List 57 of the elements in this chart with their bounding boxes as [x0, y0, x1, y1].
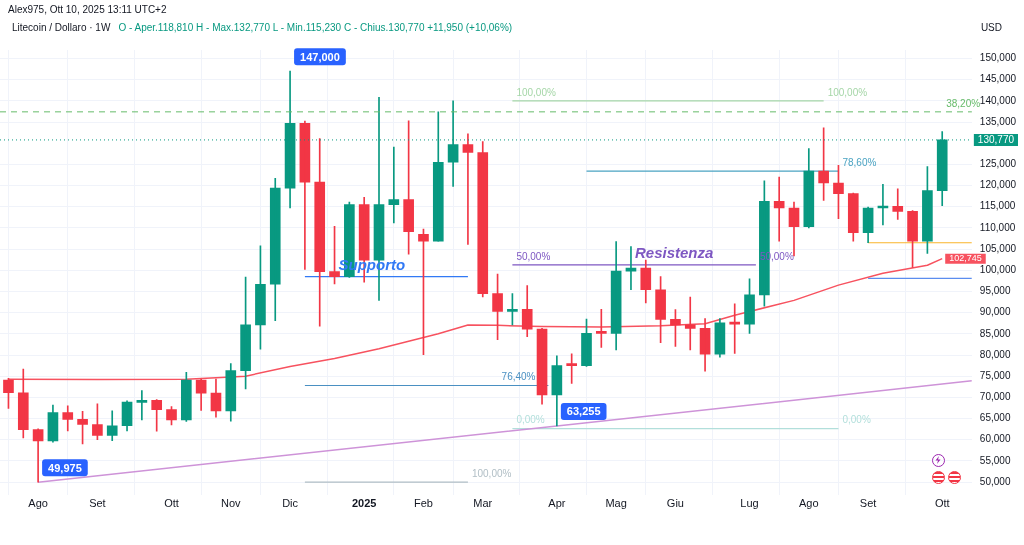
annotation: 0,00% [516, 414, 545, 426]
x-tick-label: Lug [740, 497, 759, 510]
x-tick-label: Apr [548, 497, 566, 510]
x-tick-label: Feb [413, 497, 433, 510]
x-tick-label: Set [859, 497, 877, 510]
y-tick-label: 70,000 [979, 391, 1011, 403]
annotation: 147,000 [300, 50, 340, 63]
annotation: 102,745 [949, 253, 982, 264]
x-tick-label: 2025 [351, 497, 377, 510]
x-tick-label: Ago [28, 497, 48, 510]
chart-title: Litecoin / Dollaro · 1W [12, 22, 111, 33]
x-tick-label: Giu [666, 497, 684, 510]
annotation: 0,00% [842, 414, 871, 426]
candlestick [566, 353, 578, 384]
x-tick-label: Mag [605, 497, 627, 510]
y-tick-label: 110,000 [979, 221, 1016, 233]
candlestick [595, 308, 607, 348]
y-tick-label: 80,000 [979, 348, 1011, 360]
annotation: 100,00% [471, 467, 512, 479]
text: Alex975, Ott 10, 2025 13:11 UTC+2 [8, 4, 167, 15]
x-tick-label: Nov [221, 497, 242, 510]
y-tick-label: 105,000 [979, 242, 1017, 254]
x-tick-label: Dic [282, 497, 299, 510]
x-tick-label: Set [89, 497, 106, 510]
y-tick-label: 75,000 [979, 369, 1011, 381]
y-tick-label: 95,000 [979, 285, 1011, 297]
y-tick-label: 115,000 [979, 200, 1016, 212]
y-tick-label: 90,000 [979, 306, 1011, 318]
y-tick-label: 55,000 [979, 454, 1011, 466]
x-tick-label: Ott [934, 497, 950, 510]
x-tick-label: Ago [799, 497, 819, 510]
y-axis-title: USD [980, 22, 1002, 33]
annotation: 50,00% [516, 250, 551, 262]
annotation: 100,00% [516, 86, 556, 98]
x-tick-label: Mar [473, 497, 493, 510]
y-tick-label: 140,000 [979, 94, 1017, 106]
chart-subtitle: O - Aper.118,810 H - Max.132,770 L - Min.115,230 C - Chius.130,770 +11,950 (+10,06%) [118, 22, 513, 33]
annotation: 76,40% [501, 371, 536, 383]
y-tick-label: 85,000 [979, 327, 1011, 339]
y-tick-label: 50,000 [979, 475, 1011, 487]
annotation: 63,255 [566, 405, 601, 418]
candlestick [62, 405, 74, 432]
y-tick-label: 120,000 [979, 179, 1017, 191]
x-tick-label: Ott [164, 497, 179, 510]
y-tick-label: 100,000 [979, 264, 1017, 276]
annotation: Resistenza [634, 244, 714, 262]
annotation: 38,20% [946, 97, 981, 109]
y-tick-label: 125,000 [979, 158, 1017, 170]
annotation: 78,60% [842, 156, 877, 168]
y-tick-label: 65,000 [979, 412, 1011, 424]
ref-line-label: 130,770 [977, 133, 1015, 145]
y-tick-label: 135,000 [979, 115, 1017, 127]
annotation: 49,975 [48, 461, 82, 474]
annotation: 100,00% [827, 86, 868, 98]
y-tick-label: 150,000 [979, 52, 1017, 64]
y-tick-label: 145,000 [979, 73, 1017, 85]
y-tick-label: 60,000 [979, 433, 1011, 445]
